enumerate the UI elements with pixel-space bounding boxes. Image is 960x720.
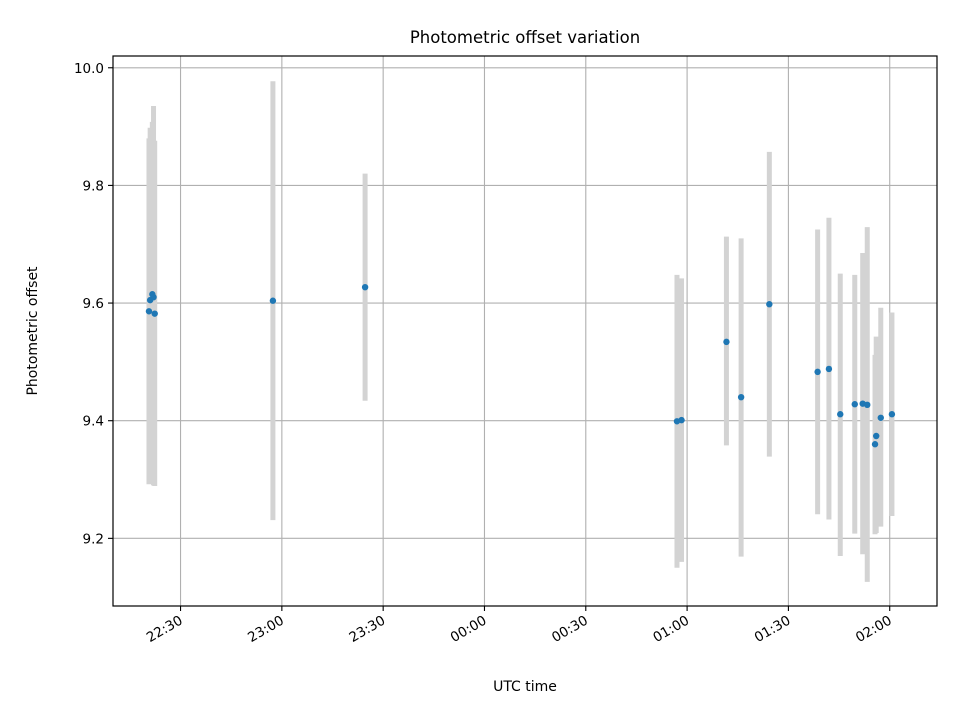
data-point — [873, 432, 880, 440]
y-tick-label: 9.4 — [83, 414, 104, 430]
data-point — [678, 416, 685, 424]
data-point — [864, 401, 871, 409]
y-tick-label: 9.2 — [83, 531, 104, 547]
data-point — [877, 414, 884, 421]
data-point — [766, 301, 773, 308]
data-point — [737, 393, 745, 401]
grid — [113, 56, 937, 606]
y-axis: 9.2 9.4 9.6 9.8 10.0 — [74, 61, 113, 547]
data-point — [269, 297, 277, 304]
data-point — [825, 365, 833, 373]
data-point — [151, 310, 158, 317]
plot-frame — [112, 55, 938, 607]
x-axis-label: UTC time — [493, 679, 557, 695]
data-point — [361, 283, 369, 291]
y-tick-label: 10.0 — [74, 61, 104, 77]
data-point — [150, 293, 157, 301]
data-points — [145, 283, 896, 448]
data-point — [723, 338, 730, 346]
data-point — [871, 441, 879, 448]
y-tick-label: 9.6 — [83, 296, 104, 312]
data-point — [888, 411, 896, 418]
data-point — [837, 411, 844, 418]
data-point — [814, 368, 821, 376]
data-point — [851, 401, 858, 408]
y-axis-label: Photometric offset — [25, 266, 41, 396]
data-point — [145, 308, 153, 315]
chart-title: Photometric offset variation — [410, 28, 640, 47]
y-tick-label: 9.8 — [83, 178, 104, 194]
